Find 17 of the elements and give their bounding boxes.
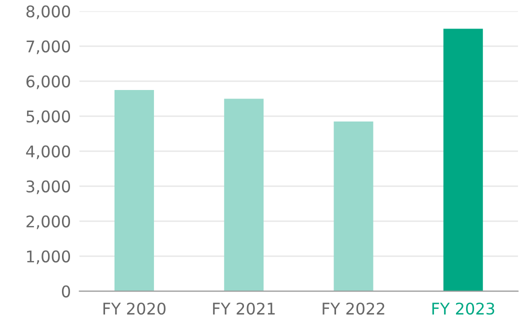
y-tick-label: 4,000 xyxy=(26,145,70,160)
y-tick-label: 8,000 xyxy=(26,5,70,20)
y-tick-label: 5,000 xyxy=(26,110,70,124)
y-tick-label: 1,000 xyxy=(27,250,70,264)
x-tick-label: FY 2022 xyxy=(322,302,384,315)
bar xyxy=(443,28,483,292)
y-tick-label: 7,000 xyxy=(26,40,70,54)
bar xyxy=(114,90,154,292)
y-tick-label: 0 xyxy=(62,285,70,298)
y-tick-label: 6,000 xyxy=(26,75,70,90)
bar xyxy=(224,98,264,292)
y-tick-label: 3,000 xyxy=(26,180,70,194)
x-tick-label: FY 2021 xyxy=(213,302,275,315)
y-tick-label: 2,000 xyxy=(26,215,70,230)
x-tick-label: FY 2020 xyxy=(103,302,166,315)
x-tick-label: FY 2023 xyxy=(432,302,494,315)
bar xyxy=(334,121,374,292)
